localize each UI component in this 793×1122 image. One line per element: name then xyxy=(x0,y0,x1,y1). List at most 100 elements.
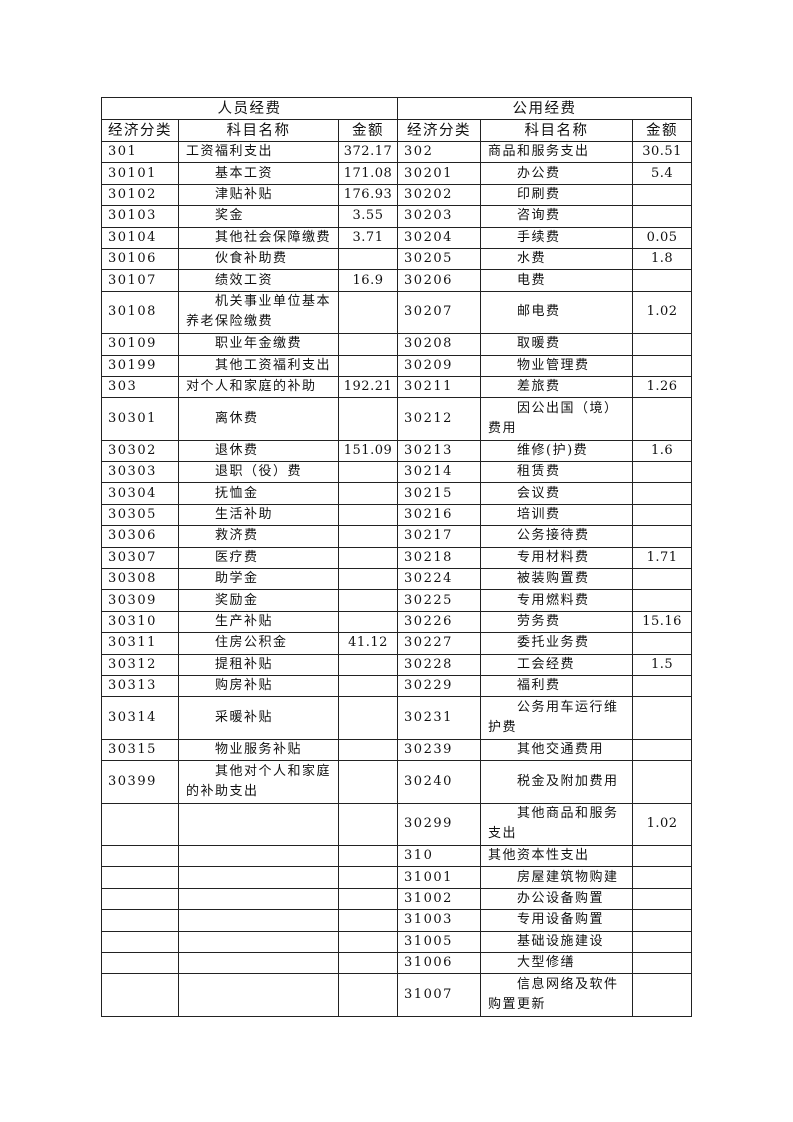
right-amount-cell: 1.6 xyxy=(632,439,693,463)
right-name-cell: 基础设施建设 xyxy=(480,930,634,953)
right-amount-cell: 1.71 xyxy=(632,546,693,570)
right-amount-cell: 1.26 xyxy=(632,375,693,399)
column-header-amount: 金额 xyxy=(337,119,399,142)
left-amount-cell: 171.08 xyxy=(337,162,399,185)
right-name-cell: 手续费 xyxy=(480,226,634,249)
table-row: 30315 物业服务补贴 30239 其他交通费用 xyxy=(101,738,693,762)
right-name-cell: 专用燃料费 xyxy=(480,589,634,612)
right-code-cell: 30206 xyxy=(397,269,482,292)
left-amount-cell xyxy=(337,503,399,527)
left-name-cell xyxy=(178,973,339,1017)
left-code-cell: 30102 xyxy=(101,183,179,207)
table-row: 31006 大型修缮 xyxy=(101,951,693,975)
left-name-cell xyxy=(178,951,339,975)
right-amount-cell xyxy=(632,269,693,292)
right-code-cell: 31006 xyxy=(397,951,482,975)
left-name-cell: 其他社会保障缴费 xyxy=(178,226,339,249)
left-code-cell: 30312 xyxy=(101,653,179,676)
table-row: 30104 其他社会保障缴费 3.71 30204 手续费 0.05 xyxy=(101,226,693,249)
left-amount-cell: 151.09 xyxy=(337,439,399,463)
right-name-cell: 税金及附加费用 xyxy=(480,760,634,804)
table-row: 30313 购房补贴 30229 福利费 xyxy=(101,674,693,698)
table-row: 30305 生活补助 30216 培训费 xyxy=(101,503,693,527)
column-header-name: 科目名称 xyxy=(480,119,634,142)
left-code-cell: 30313 xyxy=(101,674,179,698)
right-amount-cell: 5.4 xyxy=(632,162,693,185)
column-header-name: 科目名称 xyxy=(178,119,339,142)
right-code-cell: 30231 xyxy=(397,696,482,740)
table-row: 30301 离休费 30212 因公出国（境）费用 xyxy=(101,397,693,441)
left-name-cell: 退职（役）费 xyxy=(178,461,339,484)
table-row: 30106 伙食补助费 30205 水费 1.8 xyxy=(101,247,693,271)
left-name-cell: 购房补贴 xyxy=(178,674,339,698)
left-amount-cell xyxy=(337,482,399,505)
right-name-cell: 咨询费 xyxy=(480,205,634,228)
right-code-cell: 30207 xyxy=(397,290,482,335)
right-name-cell: 租赁费 xyxy=(480,461,634,484)
right-name-cell: 电费 xyxy=(480,269,634,292)
table-row: 30302 退休费 151.09 30213 维修(护)费 1.6 xyxy=(101,439,693,463)
right-name-cell: 信息网络及软件购置更新 xyxy=(480,973,634,1017)
group-header-row: 人员经费 公用经费 xyxy=(100,97,693,120)
left-name-cell: 医疗费 xyxy=(178,546,339,570)
right-amount-cell xyxy=(632,632,693,655)
table-row: 30399 其他对个人和家庭的补助支出 30240 税金及附加费用 xyxy=(101,760,693,804)
right-name-cell: 委托业务费 xyxy=(480,632,634,655)
right-amount-cell xyxy=(632,930,693,953)
table-row: 310 其他资本性支出 xyxy=(101,844,693,868)
column-header-code: 经济分类 xyxy=(397,119,482,142)
table-row: 30307 医疗费 30218 专用材料费 1.71 xyxy=(101,546,693,570)
left-code-cell: 301 xyxy=(101,140,179,164)
right-code-cell: 310 xyxy=(397,844,482,868)
right-code-cell: 30240 xyxy=(397,760,482,804)
table-row: 30311 住房公积金 41.12 30227 委托业务费 xyxy=(101,632,693,655)
left-code-cell: 30315 xyxy=(101,738,179,762)
right-code-cell: 30209 xyxy=(397,354,482,377)
right-code-cell: 30202 xyxy=(397,183,482,207)
right-code-cell: 30225 xyxy=(397,589,482,612)
right-code-cell: 31005 xyxy=(397,930,482,953)
left-name-cell: 离休费 xyxy=(178,397,339,441)
left-code-cell: 30306 xyxy=(101,525,179,548)
left-name-cell: 其他工资福利支出 xyxy=(178,354,339,377)
left-amount-cell xyxy=(337,589,399,612)
left-amount-cell xyxy=(337,247,399,271)
right-amount-cell: 30.51 xyxy=(632,140,693,164)
right-amount-cell xyxy=(632,844,693,868)
right-code-cell: 30229 xyxy=(397,674,482,698)
right-amount-cell: 15.16 xyxy=(632,610,693,634)
table-row: 31001 房屋建筑物购建 xyxy=(101,866,693,889)
right-name-cell: 其他商品和服务支出 xyxy=(480,802,634,846)
right-amount-cell xyxy=(632,205,693,228)
right-name-cell: 其他交通费用 xyxy=(480,738,634,762)
right-code-cell: 30211 xyxy=(397,375,482,399)
right-amount-cell xyxy=(632,738,693,762)
public-expense-header: 公用经费 xyxy=(397,97,693,120)
right-amount-cell xyxy=(632,397,693,441)
right-name-cell: 工会经费 xyxy=(480,653,634,676)
left-name-cell: 救济费 xyxy=(178,525,339,548)
right-amount-cell: 1.02 xyxy=(632,290,693,335)
right-code-cell: 30224 xyxy=(397,568,482,591)
right-amount-cell xyxy=(632,482,693,505)
right-name-cell: 其他资本性支出 xyxy=(480,844,634,868)
right-name-cell: 维修(护)费 xyxy=(480,439,634,463)
table-row: 31005 基础设施建设 xyxy=(101,930,693,953)
right-amount-cell xyxy=(632,568,693,591)
left-code-cell: 30101 xyxy=(101,162,179,185)
right-amount-cell: 1.5 xyxy=(632,653,693,676)
table-row: 30312 提租补贴 30228 工会经费 1.5 xyxy=(101,653,693,676)
table-row: 30109 职业年金缴费 30208 取暖费 xyxy=(101,333,693,356)
table-row: 30199 其他工资福利支出 30209 物业管理费 xyxy=(101,354,693,377)
right-code-cell: 31003 xyxy=(397,909,482,932)
right-name-cell: 培训费 xyxy=(480,503,634,527)
left-code-cell: 30308 xyxy=(101,568,179,591)
left-code-cell: 30302 xyxy=(101,439,179,463)
left-amount-cell xyxy=(337,802,399,846)
left-amount-cell xyxy=(337,546,399,570)
right-amount-cell xyxy=(632,503,693,527)
right-name-cell: 水费 xyxy=(480,247,634,271)
left-amount-cell xyxy=(337,760,399,804)
right-amount-cell xyxy=(632,909,693,932)
left-code-cell: 30303 xyxy=(101,461,179,484)
